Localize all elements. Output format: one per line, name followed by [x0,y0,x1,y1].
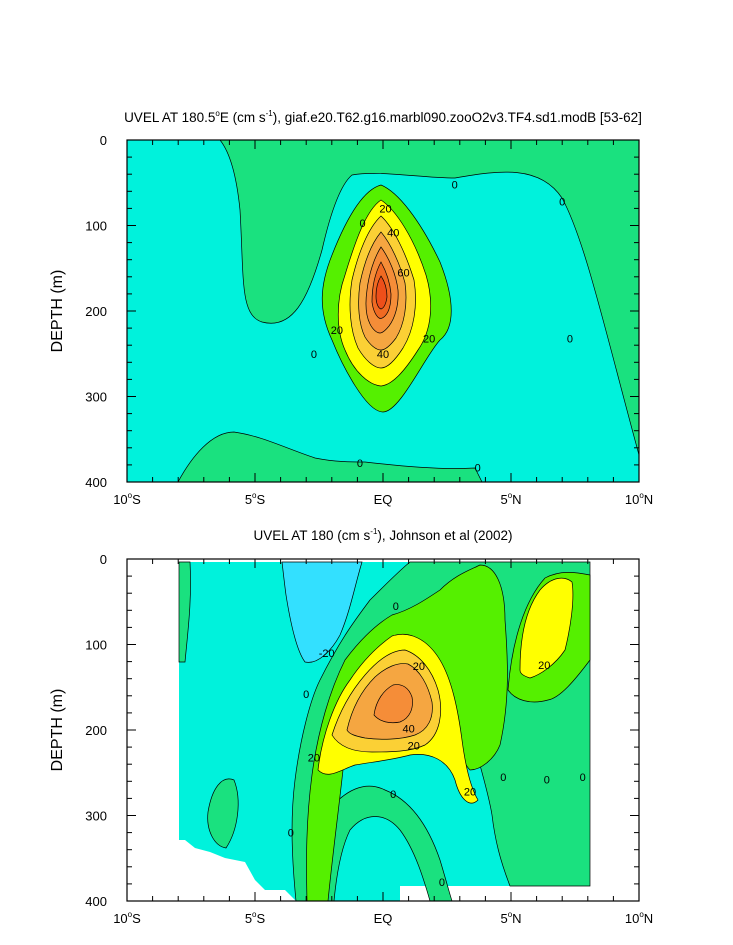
y-tick-label: 200 [85,723,107,738]
x-tick-label: 5oS [245,491,266,507]
x-tick-labels-observed: 10oS 5oS EQ 5oN 10oN [113,910,653,926]
fill-band-50-60 [373,684,413,724]
panel-model: UVEL AT 180.5oE (cm s-1), giaf.e20.T62.g… [49,109,653,507]
x-tick-labels-model: 10oS 5oS EQ 5oN 10oN [113,491,653,507]
contour-label: 0 [544,775,550,787]
contour-label: 60 [397,268,409,280]
x-tick-label: EQ [374,492,393,507]
y-tick-labels-observed: 0 100 200 300 400 [85,552,107,909]
fill-band-0-10-left [178,561,191,663]
x-tick-label: 5oN [500,910,521,926]
y-tick-label: 0 [100,552,107,567]
x-tick-label: 5oS [245,910,266,926]
contour-label: 0 [500,772,506,784]
contour-label: 20 [413,661,425,673]
contour-label: 0 [390,789,396,801]
y-tick-labels-model: 0 100 200 300 400 [85,133,107,490]
fill-band-0-10-main [219,140,639,456]
contour-label: 0 [439,877,445,889]
contour-label: 0 [452,179,458,191]
fill-band-neg-10-20 [281,561,363,663]
contour-label: 20 [408,740,420,752]
panel-title-observed: UVEL AT 180 (cm s-1), Johnson et al (200… [253,527,512,543]
axis-ticks-observed [126,558,640,902]
contour-labels-observed: -20 0 0 20 20 40 20 20 0 20 0 0 0 0 0 [288,601,586,889]
contour-fill-observed [178,561,591,901]
contour-label: 20 [379,203,391,215]
contour-label: 0 [303,689,309,701]
y-tick-label: 100 [85,219,107,234]
x-tick-label: 10oN [625,491,653,507]
contour-label: 0 [475,462,481,474]
contour-label: 0 [357,458,363,470]
contour-label: 20 [423,333,435,345]
axis-ticks-model [126,139,640,483]
contour-label: 0 [580,772,586,784]
contour-label: 20 [308,752,320,764]
x-tick-label: 10oS [113,491,141,507]
contour-label: 0 [311,349,317,361]
contour-label: 0 [288,828,294,840]
y-tick-label: 400 [85,475,107,490]
contour-label: 40 [387,227,399,239]
contour-label: 0 [393,601,399,613]
y-axis-label-model: DEPTH (m) [49,270,66,353]
contour-label: 20 [464,787,476,799]
x-tick-label: 10oS [113,910,141,926]
contour-label: -20 [319,648,335,660]
fill-band-0-10-small [207,778,239,849]
contour-labels-model: 0 0 0 20 40 60 20 20 40 0 0 0 0 [311,179,573,474]
panel-observed: UVEL AT 180 (cm s-1), Johnson et al (200… [49,527,653,926]
contour-label: 40 [377,349,389,361]
contour-label: 0 [559,197,565,209]
contour-label: 20 [538,660,550,672]
y-tick-label: 300 [85,809,107,824]
x-tick-label: 5oN [500,491,521,507]
contour-label: 0 [567,333,573,345]
panel-title-model: UVEL AT 180.5oE (cm s-1), giaf.e20.T62.g… [124,109,642,125]
x-tick-label: EQ [374,911,393,926]
contour-fill-model [127,140,639,482]
y-axis-label-observed: DEPTH (m) [49,689,66,772]
contour-label: 0 [359,218,365,230]
x-tick-label: 10oN [625,910,653,926]
fill-band-20-30-right [519,577,574,679]
fill-band-70-80 [375,275,388,310]
y-tick-label: 400 [85,894,107,909]
y-tick-label: 300 [85,390,107,405]
contour-label: 20 [331,325,343,337]
y-tick-label: 100 [85,638,107,653]
y-tick-label: 0 [100,133,107,148]
fill-band-0-10-bottom [177,431,483,482]
y-tick-label: 200 [85,304,107,319]
contour-label: 40 [402,723,414,735]
